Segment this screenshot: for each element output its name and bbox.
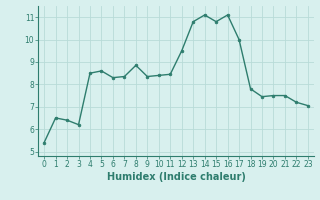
X-axis label: Humidex (Indice chaleur): Humidex (Indice chaleur) — [107, 172, 245, 182]
